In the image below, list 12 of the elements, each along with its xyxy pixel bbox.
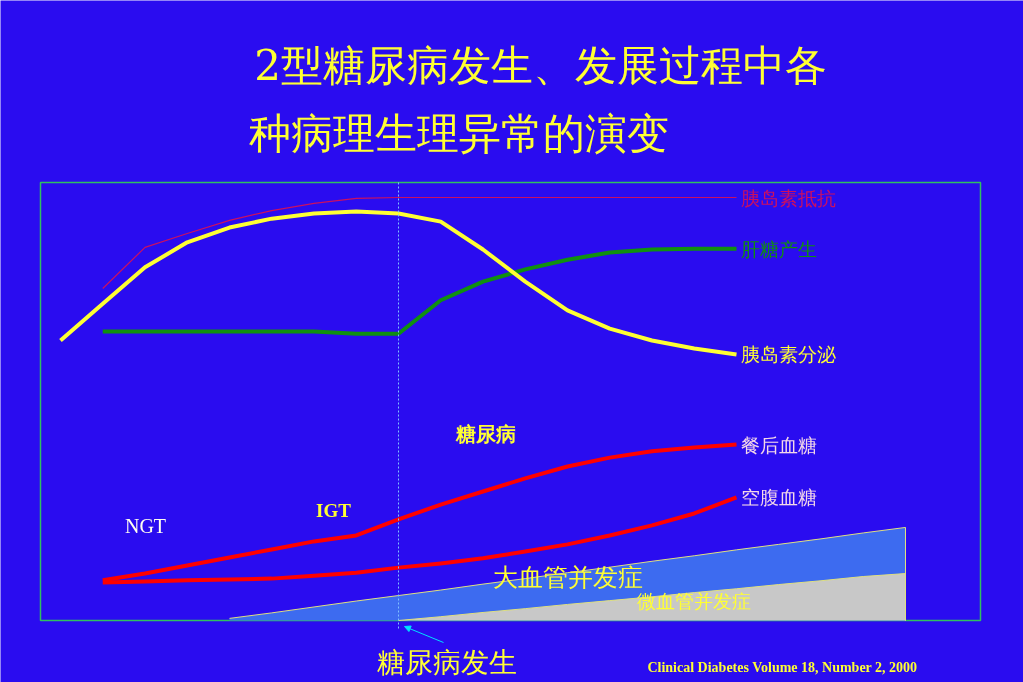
text: 糖尿病发生 [376, 646, 517, 679]
annotation: NGT [124, 514, 167, 537]
series-label: 肝糖产生 [740, 237, 817, 260]
annotation: 糖尿病 [454, 422, 516, 445]
series-label: 胰岛素分泌 [740, 343, 836, 366]
chart-title: 2型糖尿病发生、发展过程中各种病理生理异常的演变 [248, 41, 827, 158]
annotation: IGT [316, 500, 352, 521]
series-label: 空腹血糖 [740, 486, 817, 509]
series-label: 微血管并发症 [637, 589, 752, 612]
series-label: 胰岛素抵抗 [740, 186, 836, 209]
text: Clinical Diabetes Volume 18, Number 2, 2000 [647, 660, 918, 675]
series-label: 餐后血糖 [740, 433, 817, 456]
